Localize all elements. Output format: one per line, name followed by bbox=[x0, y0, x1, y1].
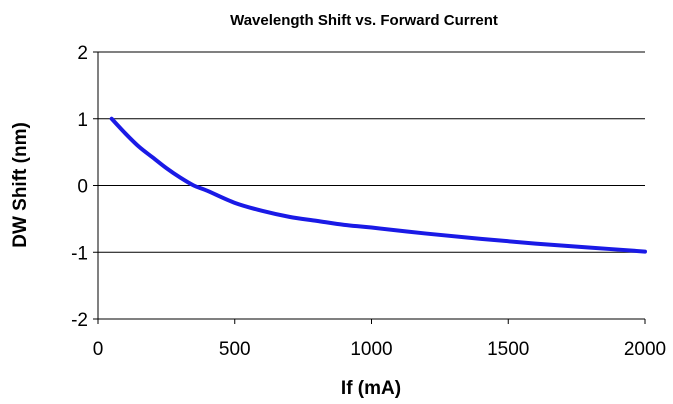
y-tick-label: -2 bbox=[71, 310, 88, 331]
x-tick-labels: 0 500 1000 1500 2000 bbox=[93, 339, 666, 360]
x-tick-label: 1000 bbox=[350, 339, 392, 360]
y-tick-label: 1 bbox=[77, 110, 88, 131]
x-tick-label: 2000 bbox=[624, 339, 666, 360]
x-axis-title: If (mA) bbox=[341, 378, 401, 399]
x-tick-label: 500 bbox=[219, 339, 251, 360]
y-tick-label: -1 bbox=[71, 243, 88, 264]
y-tick-label: 2 bbox=[77, 43, 88, 64]
y-tick-labels: 2 1 0 -1 -2 bbox=[71, 43, 88, 331]
series-group bbox=[109, 116, 647, 254]
x-tick-label: 0 bbox=[93, 339, 104, 360]
x-tick-label: 1500 bbox=[487, 339, 529, 360]
axes bbox=[93, 51, 646, 324]
series-line-0 bbox=[109, 116, 647, 254]
y-tick-label: 0 bbox=[77, 177, 88, 198]
grid-lines bbox=[98, 51, 645, 253]
chart-title: Wavelength Shift vs. Forward Current bbox=[230, 12, 498, 29]
y-axis-title: DW Shift (nm) bbox=[10, 122, 31, 248]
